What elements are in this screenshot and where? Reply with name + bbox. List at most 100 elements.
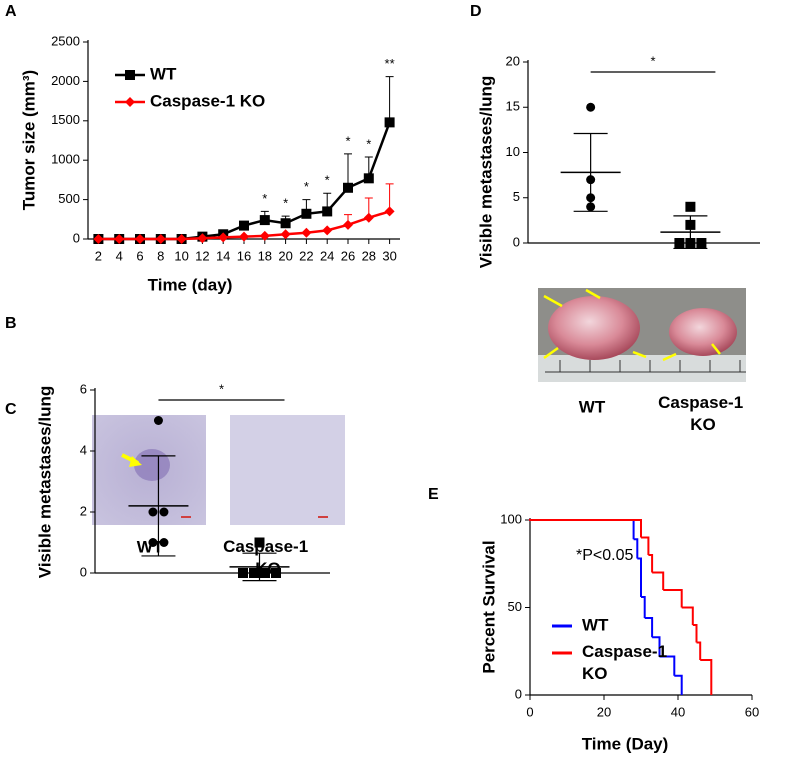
survival-step [674,674,683,695]
x-tick-label: 26 [341,248,355,263]
survival-step [648,554,654,573]
significance-mark: * [325,173,330,188]
marker [301,208,312,219]
marker [238,568,248,578]
significance-mark: * [345,133,350,148]
survival-step [644,617,654,638]
marker [114,234,125,244]
marker [153,416,163,425]
lung-wt [548,296,640,360]
panel-label: A [5,3,17,20]
legend-label: WT [582,615,609,634]
x-tick-label: 16 [237,248,251,263]
survival-step [652,636,661,657]
panel-label: D [470,3,482,20]
survival-step [641,536,650,555]
y-axis-title: Tumor size (mm³) [19,70,38,210]
scale-bar [181,516,191,518]
legend-marker [125,70,135,80]
marker [260,568,270,578]
x-tick-label: 20 [597,704,611,719]
x-axis-title: Time (Day) [582,734,669,753]
x-tick-label: 40 [671,704,685,719]
x-tick-label: 20 [278,248,292,263]
y-axis-title: Percent Survival [479,540,498,673]
y-tick-label: 6 [80,381,87,396]
survival-step [652,571,665,590]
legend-marker [125,97,135,107]
survival-step [530,519,635,540]
panel-label: E [428,486,439,503]
panel-label: B [5,315,17,332]
x-tick-label: 14 [216,248,230,263]
marker [586,102,596,112]
error-bar [673,215,708,250]
survival-step [637,557,642,597]
significance-mark: ** [385,56,395,71]
marker [280,218,291,229]
image-label: WT [579,397,606,416]
marker [259,230,270,241]
x-tick-label: 22 [299,248,313,263]
x-tick-label: 24 [320,248,334,263]
marker [696,238,707,248]
x-tick-label: 30 [382,248,396,263]
lung-photo [538,288,746,382]
y-tick-label: 20 [506,53,520,68]
legend-label: Caspase-1 KO [150,91,265,110]
y-tick-label: 1500 [51,112,80,127]
y-axis-title: Visible metastases/lung [35,386,54,578]
arrows [543,288,721,362]
x-tick-label: 28 [362,248,376,263]
y-tick-label: 1000 [51,152,80,167]
y-tick-label: 10 [506,144,520,159]
image-label: Caspase-1 KO [658,393,748,434]
survival-step [641,596,646,618]
x-tick-label: 18 [258,248,272,263]
arrow-head [129,456,142,467]
y-axis-title: Visible metastases/lung [476,76,495,268]
marker [384,206,395,217]
y-tick-label: 50 [508,599,522,614]
y-tick-label: 2500 [51,33,80,48]
marker [363,212,374,223]
error-bar [242,552,277,582]
marker [271,568,281,578]
marker [159,538,169,547]
marker [218,232,229,243]
legend-label: WT [150,64,177,83]
error-bar [141,455,176,557]
significance-mark: * [304,179,309,194]
marker [363,173,374,184]
survival-step [700,659,713,695]
significance-mark: * [366,136,371,151]
marker [254,537,265,548]
x-tick-label: 4 [116,248,123,263]
marker [343,182,353,193]
x-tick-label: 10 [174,248,188,263]
significance-mark: * [283,196,288,211]
x-tick-label: 60 [745,704,759,719]
y-tick-label: 2000 [51,73,80,88]
scale-bar [318,516,328,518]
ruler [538,355,746,382]
survival-step [663,589,683,608]
marker [176,234,187,244]
y-tick-label: 2 [80,503,87,518]
survival-step [633,538,639,559]
significance-mark: * [219,381,224,396]
marker [384,117,395,128]
marker [685,201,696,212]
survival-step [530,519,642,538]
x-tick-label: 0 [526,704,533,719]
y-tick-label: 100 [500,511,522,526]
x-tick-label: 8 [157,248,164,263]
marker [159,507,169,517]
error-bar [385,76,394,123]
y-tick-label: 0 [80,564,87,579]
y-tick-label: 4 [80,442,87,457]
marker [239,220,249,231]
significance-mark: * [262,191,267,206]
x-tick-label: 12 [195,248,209,263]
